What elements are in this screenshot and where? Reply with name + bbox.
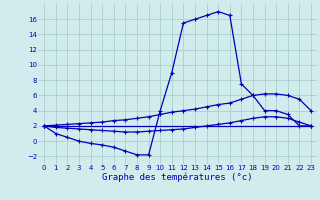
X-axis label: Graphe des températures (°c): Graphe des températures (°c)	[102, 173, 253, 182]
